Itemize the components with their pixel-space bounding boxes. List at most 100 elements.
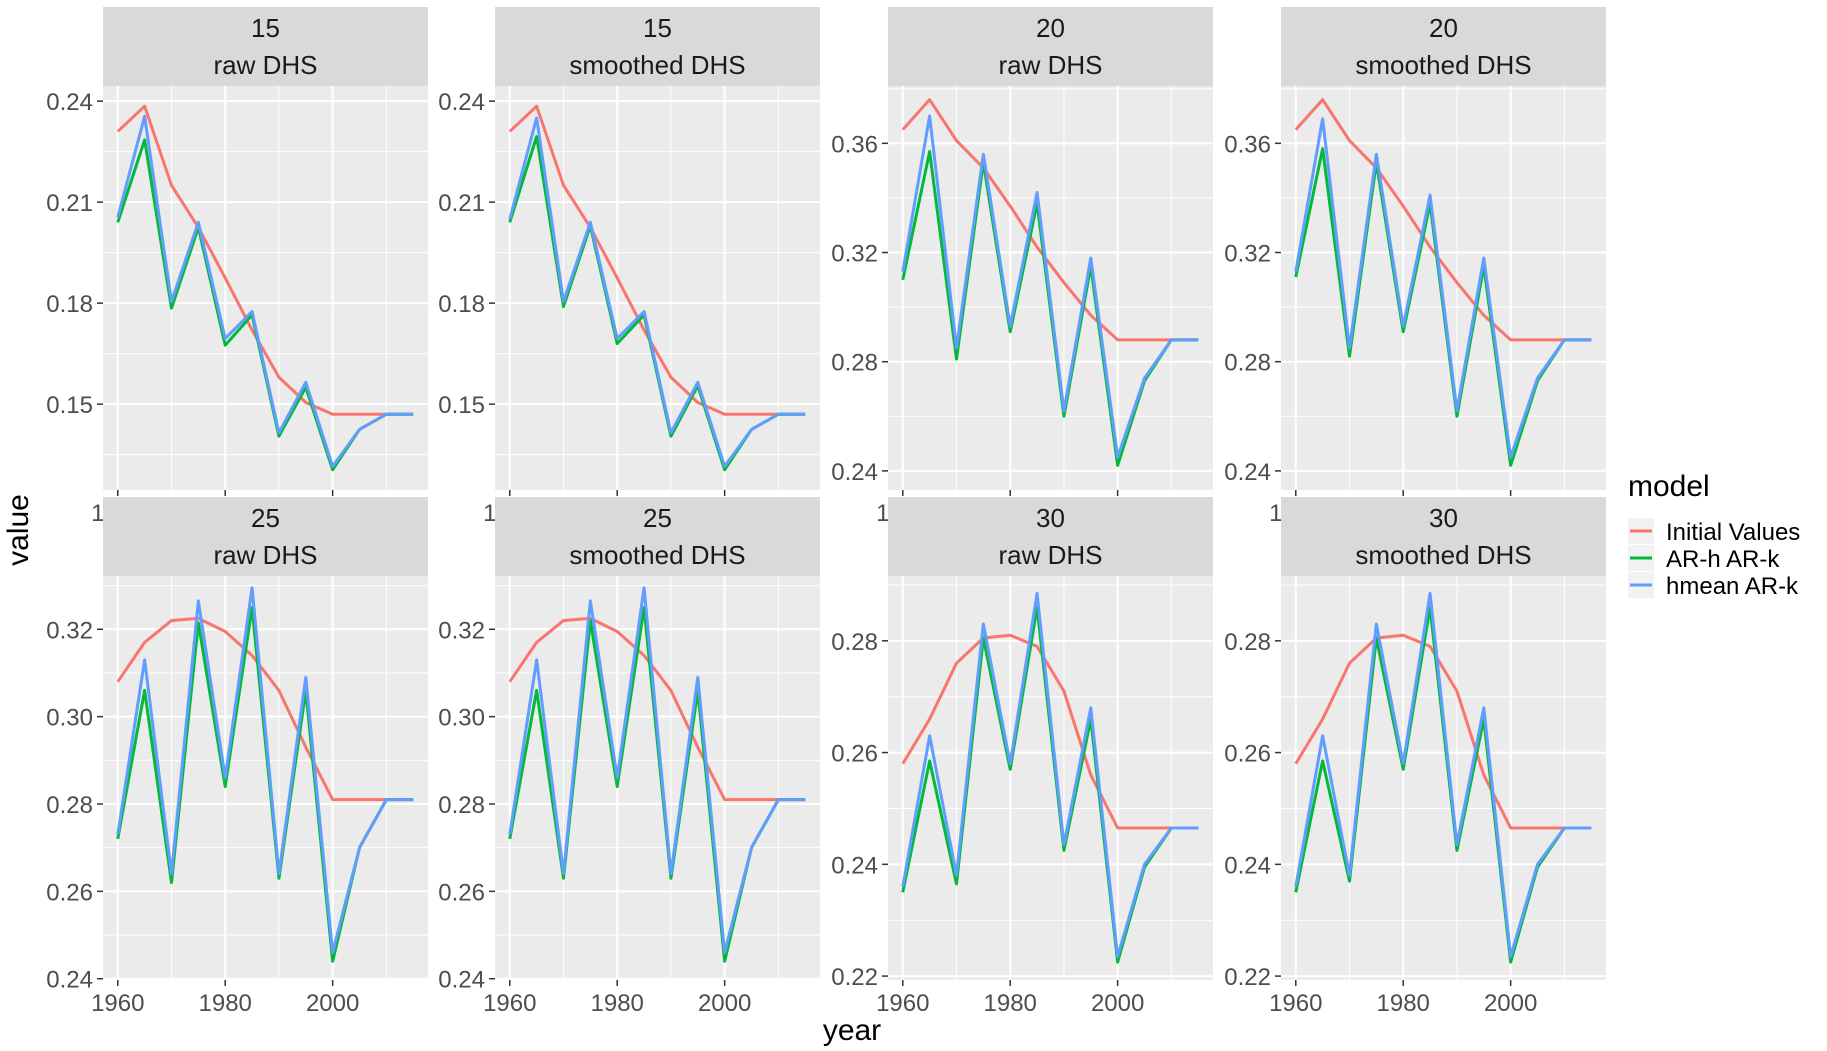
facet-strip [888,7,1213,86]
y-tick-label: 0.21 [46,190,93,217]
facet-strip [103,7,428,86]
series-line-initial-values [116,616,414,802]
y-tick-label: 0.22 [1224,964,1271,991]
series-line-hmean-ar-k [116,114,414,468]
y-tick-label: 0.32 [438,617,485,644]
x-tick-label: 2000 [1091,990,1144,1017]
y-tick-label: 0.26 [438,879,485,906]
x-tick-label: 1980 [591,990,644,1017]
facet-strip [495,497,820,576]
series-line-hmean-ar-k [508,586,806,954]
y-tick-label: 0.28 [831,350,878,377]
x-tick-label: 1980 [1377,990,1430,1017]
series-line-hmean-ar-k [508,116,806,468]
panel-background [1281,576,1606,980]
series-line-hmean-ar-k [1294,591,1592,959]
y-tick-label: 0.26 [46,879,93,906]
y-tick-label: 0.30 [46,705,93,732]
x-tick-label: 1980 [984,990,1037,1017]
facet-strip-label: 20 [1429,13,1458,43]
y-tick-label: 0.24 [1224,459,1271,486]
x-tick-label: 2000 [1484,990,1537,1017]
y-tick-label: 0.32 [831,241,878,268]
facet-strip-label: 15 [643,13,672,43]
series-line-initial-values [508,616,806,802]
facet-strip-label: 25 [251,503,280,533]
x-tick-label: 1960 [483,990,536,1017]
y-tick-label: 0.24 [438,89,485,116]
x-tick-label: 1960 [876,990,929,1017]
series-line-initial-values [508,104,806,416]
legend-item: AR-h AR-k [1628,545,1780,573]
y-tick-label: 0.24 [1224,852,1271,879]
y-tick-label: 0.18 [46,291,93,318]
series-line-initial-values [901,98,1199,342]
facet-panel: 25 raw DHS 0.24 0.26 0.28 0.30 0.32 1960 1980 200… [46,497,428,1017]
panel-background [495,86,820,490]
y-tick-label: 0.26 [831,741,878,768]
facet-strip [888,497,1213,576]
facet-strip-label: smoothed DHS [569,540,745,570]
y-tick-label: 0.28 [1224,350,1271,377]
y-tick-label: 0.22 [831,964,878,991]
facet-strip-label: 25 [643,503,672,533]
series-line-initial-values [1294,633,1592,830]
facet-strip [495,7,820,86]
facet-strip-label: 20 [1036,13,1065,43]
facet-panel: 30 raw DHS 0.22 0.24 0.26 0.28 1960 1980 2000 [831,497,1213,1017]
y-tick-label: 0.24 [831,459,878,486]
facet-strip-label: 15 [251,13,280,43]
y-tick-label: 0.15 [46,392,93,419]
y-tick-label: 0.32 [46,617,93,644]
panel-background [888,86,1213,490]
facet-strip-label: raw DHS [213,540,317,570]
y-tick-label: 0.24 [46,89,93,116]
panel-background [103,86,428,490]
legend-label: hmean AR-k [1666,573,1799,600]
y-tick-label: 0.15 [438,392,485,419]
series-line-hmean-ar-k [901,591,1199,959]
legend-label: Initial Values [1666,519,1800,546]
x-tick-label: 1960 [1269,990,1322,1017]
y-tick-label: 0.36 [1224,131,1271,158]
y-tick-label: 0.18 [438,291,485,318]
facet-strip-label: smoothed DHS [1355,540,1531,570]
y-tick-label: 0.24 [831,852,878,879]
facet-strip-label: raw DHS [998,50,1102,80]
facet-panel: 25 smoothed DHS 0.24 0.26 0.28 0.30 0.32 1960 19… [438,497,820,1017]
series-line-hmean-ar-k [901,114,1199,459]
y-tick-label: 0.24 [46,967,93,994]
panel-background [888,576,1213,980]
y-tick-label: 0.36 [831,131,878,158]
facet-strip-label: raw DHS [213,50,317,80]
facet-strip [1281,497,1606,576]
legend-item: Initial Values [1628,518,1800,546]
y-tick-label: 0.26 [1224,741,1271,768]
x-axis-title: year [823,1014,881,1047]
facet-strip-label: smoothed DHS [569,50,745,80]
facet-panel: 30 smoothed DHS 0.22 0.24 0.26 0.28 1960 1980 20… [1224,497,1606,1017]
legend-item: hmean AR-k [1628,572,1799,600]
y-tick-label: 0.28 [46,792,93,819]
y-tick-label: 0.21 [438,190,485,217]
x-tick-label: 1960 [91,990,144,1017]
x-tick-label: 2000 [698,990,751,1017]
panel-background [1281,86,1606,490]
facet-strip [1281,7,1606,86]
y-tick-label: 0.28 [831,629,878,656]
series-line-initial-values [1294,98,1592,342]
y-tick-label: 0.30 [438,705,485,732]
facet-strip-label: smoothed DHS [1355,50,1531,80]
facet-strip-label: 30 [1036,503,1065,533]
y-tick-label: 0.28 [438,792,485,819]
y-tick-label: 0.28 [1224,629,1271,656]
y-tick-label: 0.32 [1224,241,1271,268]
